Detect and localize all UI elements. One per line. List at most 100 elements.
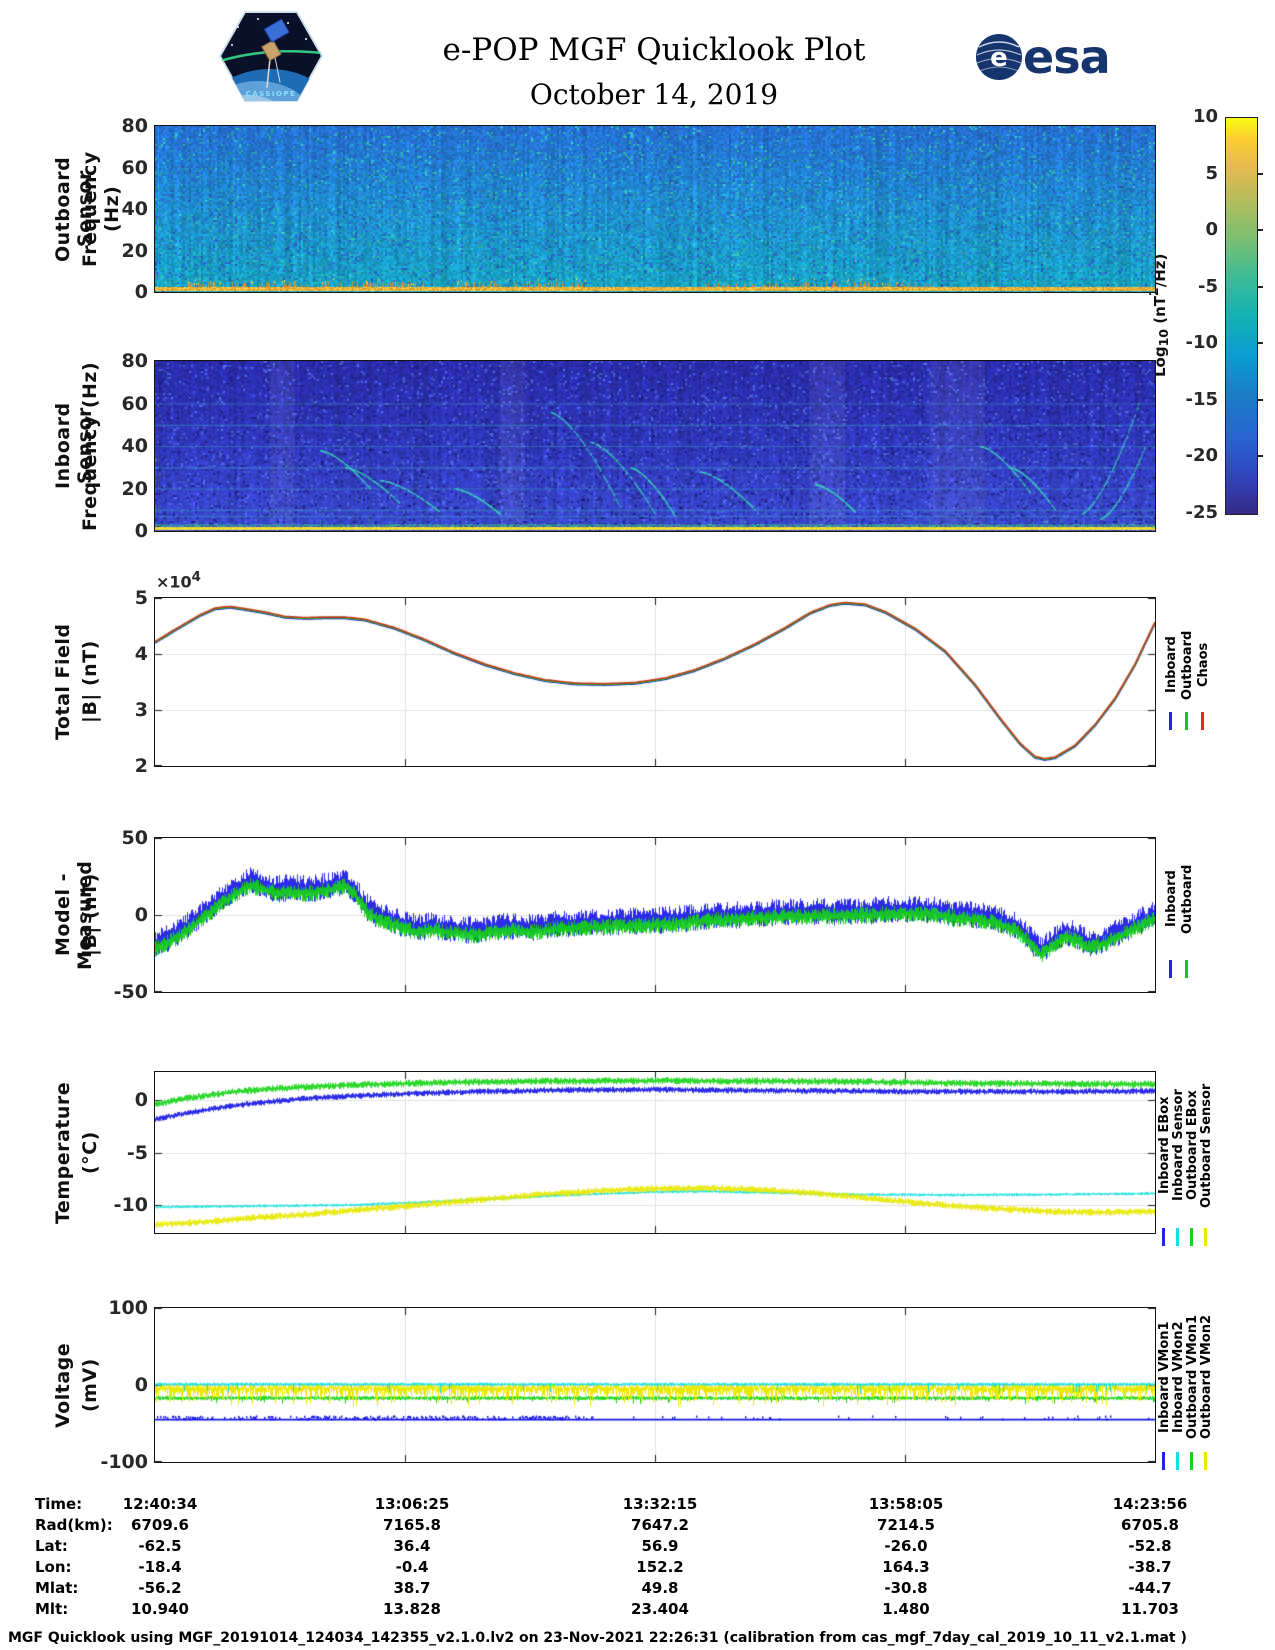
legend-label-inboard-vmon1: Inboard VMon1: [1157, 1321, 1172, 1433]
panel-3-ylabel-line2: |B| (nT): [79, 640, 101, 724]
panel-6-ytick: -100: [100, 1451, 148, 1473]
panel-1-canvas: [155, 126, 1155, 292]
colorbar-tick-label: 5: [1205, 162, 1218, 184]
table-cell: 1.480: [882, 1600, 930, 1618]
esa-logo: e esa: [975, 30, 1111, 84]
panel-3-plot-area: [154, 597, 1156, 767]
table-cell: -26.0: [884, 1537, 928, 1555]
legend-marker-outboard-ebox: [1190, 1228, 1193, 1246]
legend-label-outboard-ebox: Outboard EBox: [1185, 1090, 1200, 1201]
panel-5-ytick: 0: [134, 1089, 148, 1111]
panel-4-ytick: -50: [113, 981, 148, 1003]
panel-2-canvas: [155, 361, 1155, 531]
table-cell: 152.2: [636, 1558, 684, 1576]
patch-mission-name: CASSIOPE: [246, 90, 297, 98]
total-field-exponent-label: ×104: [156, 570, 201, 592]
panel-3-ylabel-line1: Total Field: [52, 623, 74, 741]
colorbar-tick-mark: [1257, 229, 1263, 232]
legend-label-inboard-sensor: Inboard Sensor: [1171, 1089, 1186, 1202]
table-row-label: Mlt:: [35, 1600, 69, 1618]
patch-satellite: [261, 18, 290, 88]
table-row-label: Lon:: [35, 1558, 72, 1576]
panel-4-ylabel-line1: Model - Measured: [52, 860, 96, 970]
panel-2-ytick: 40: [121, 435, 148, 457]
page-date: October 14, 2019: [529, 78, 779, 111]
panel-2-ytick: 20: [121, 477, 148, 500]
table-cell: 12:40:34: [122, 1495, 198, 1513]
panel-1-ytick: 80: [121, 115, 148, 137]
table-cell: -0.4: [395, 1558, 429, 1576]
table-cell: 6705.8: [1121, 1516, 1179, 1534]
colorbar-tick-mark: [1257, 455, 1263, 458]
table-row-label: Time:: [35, 1495, 83, 1513]
esa-wordmark: esa: [1023, 30, 1111, 84]
colorbar-tick-label: -25: [1185, 502, 1218, 523]
legend-marker-inboard-vmon1: [1162, 1452, 1165, 1470]
colorbar-tick-label: -10: [1185, 332, 1218, 354]
table-cell: -62.5: [138, 1537, 182, 1555]
panel-5-canvas: [155, 1072, 1155, 1233]
legend-label-outboard-vmon1: Outboard VMon1: [1185, 1315, 1200, 1440]
colorbar-tick-mark: [1257, 342, 1263, 345]
legend-marker-inboard: [1169, 960, 1172, 978]
footer-text: MGF Quicklook using MGF_20191014_124034_…: [8, 1630, 1187, 1646]
legend-label-outboard: Outboard: [1180, 864, 1195, 934]
panel-3-ytick: 3: [134, 699, 148, 721]
panel-5-plot-area: [154, 1071, 1156, 1234]
legend-label-inboard: Inboard: [1164, 870, 1179, 928]
panel-2-ytick: 80: [121, 350, 148, 372]
table-cell: -30.8: [884, 1579, 928, 1597]
panel-2-ytick: 0: [134, 520, 148, 542]
table-cell: 7647.2: [631, 1516, 689, 1534]
colorbar: [1225, 117, 1258, 515]
table-cell: 10.940: [131, 1600, 189, 1618]
table-cell: 164.3: [882, 1558, 930, 1576]
colorbar-tick-mark: [1257, 285, 1263, 288]
table-row-label: Lat:: [35, 1537, 68, 1555]
legend-label-outboard-vmon2: Outboard VMon2: [1199, 1315, 1214, 1440]
colorbar-tick-label: -5: [1198, 275, 1218, 297]
panel-5-ytick: -10: [113, 1194, 148, 1216]
cassiope-mission-patch: CASSIOPE: [218, 11, 324, 102]
legend-marker-outboard: [1185, 712, 1188, 730]
panel-4-plot-area: [154, 837, 1156, 993]
panel-4-canvas: [155, 838, 1155, 992]
panel-6-ylabel-line1: Voltage: [52, 1342, 74, 1428]
table-cell: -44.7: [1128, 1579, 1172, 1597]
legend-label-inboard-ebox: Inboard EBox: [1157, 1096, 1172, 1195]
panel-6-canvas: [155, 1308, 1155, 1462]
table-cell: 36.4: [393, 1537, 431, 1555]
panel-1-ylabel-line1: Outboard Sensor: [52, 156, 96, 262]
colorbar-tick-label: -15: [1185, 388, 1218, 410]
panel-6-plot-area: [154, 1307, 1156, 1463]
table-cell: 13.828: [383, 1600, 441, 1618]
esa-globe-icon: e: [976, 34, 1022, 80]
legend-marker-chaos: [1201, 712, 1204, 730]
panel-3-canvas: [155, 598, 1155, 766]
svg-text:e: e: [990, 43, 1008, 73]
panel-4-ytick: 0: [134, 904, 148, 926]
panel-6-ytick: 100: [108, 1297, 148, 1319]
legend-marker-outboard-vmon1: [1190, 1452, 1193, 1470]
panel-2-ylabel-line1: Inboard Sensor: [52, 402, 96, 490]
colorbar-tick-label: -20: [1185, 445, 1218, 467]
table-cell: 38.7: [393, 1579, 431, 1597]
table-cell: 7165.8: [383, 1516, 441, 1534]
panel-1-plot-area: [154, 125, 1156, 293]
table-row-label: Mlat:: [35, 1579, 79, 1597]
colorbar-tick-mark: [1257, 172, 1263, 175]
table-cell: 14:23:56: [1112, 1495, 1188, 1513]
panel-6-ytick: 0: [134, 1374, 148, 1396]
table-cell: 56.9: [641, 1537, 679, 1555]
panel-5-ytick: -5: [126, 1141, 148, 1164]
legend-marker-inboard-ebox: [1162, 1228, 1165, 1246]
panel-1-ytick: 20: [121, 239, 148, 262]
panel-4-ytick: 50: [121, 827, 148, 849]
panel-2-plot-area: [154, 360, 1156, 532]
table-cell: 23.404: [631, 1600, 689, 1618]
legend-label-outboard-sensor: Outboard Sensor: [1199, 1083, 1214, 1208]
legend-marker-inboard-vmon2: [1176, 1452, 1179, 1470]
panel-3-ytick: 5: [134, 587, 148, 609]
table-cell: 13:32:15: [622, 1495, 698, 1513]
